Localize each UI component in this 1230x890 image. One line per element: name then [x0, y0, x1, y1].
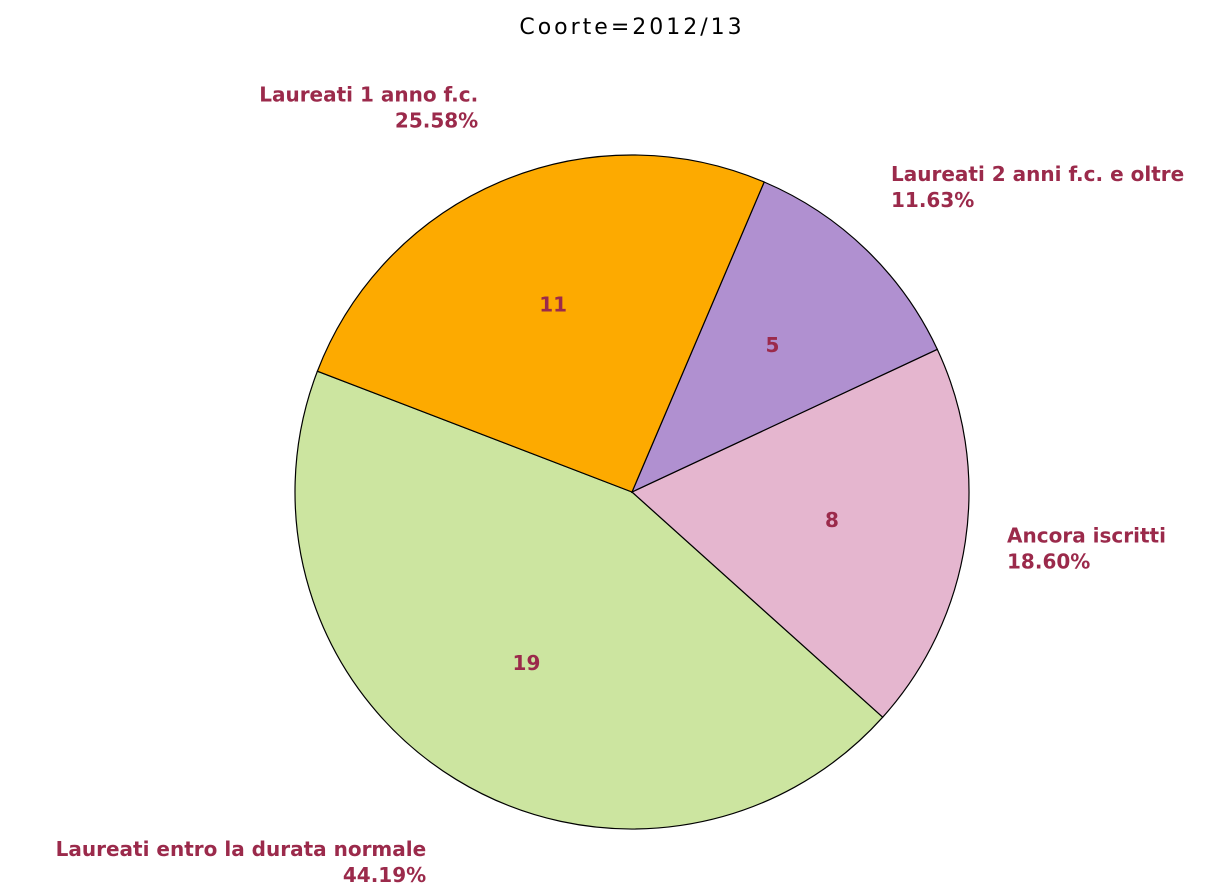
slice-percent-label: 44.19% — [343, 863, 426, 887]
pie-slice — [294, 370, 884, 830]
slice-category-label: Laureati 2 anni f.c. e oltre — [891, 162, 1184, 186]
slice-value-label: 8 — [825, 508, 839, 532]
slice-percent-label: 25.58% — [395, 108, 478, 132]
slice-category-label: Ancora iscritti — [1007, 523, 1166, 547]
slice-category-label: Laureati entro la durata normale — [56, 837, 427, 861]
slice-value-label: 5 — [766, 333, 780, 357]
slice-value-label: 11 — [539, 292, 567, 316]
chart-title: Coorte=2012/13 — [519, 15, 744, 40]
pie-slice — [630, 348, 970, 719]
pie-slice — [630, 181, 939, 494]
slice-percent-label: 18.60% — [1007, 549, 1090, 573]
slice-category-label: Laureati 1 anno f.c. — [259, 82, 478, 106]
slice-value-label: 19 — [513, 651, 541, 675]
pie-slice — [316, 154, 765, 493]
slice-percent-label: 11.63% — [891, 188, 974, 212]
